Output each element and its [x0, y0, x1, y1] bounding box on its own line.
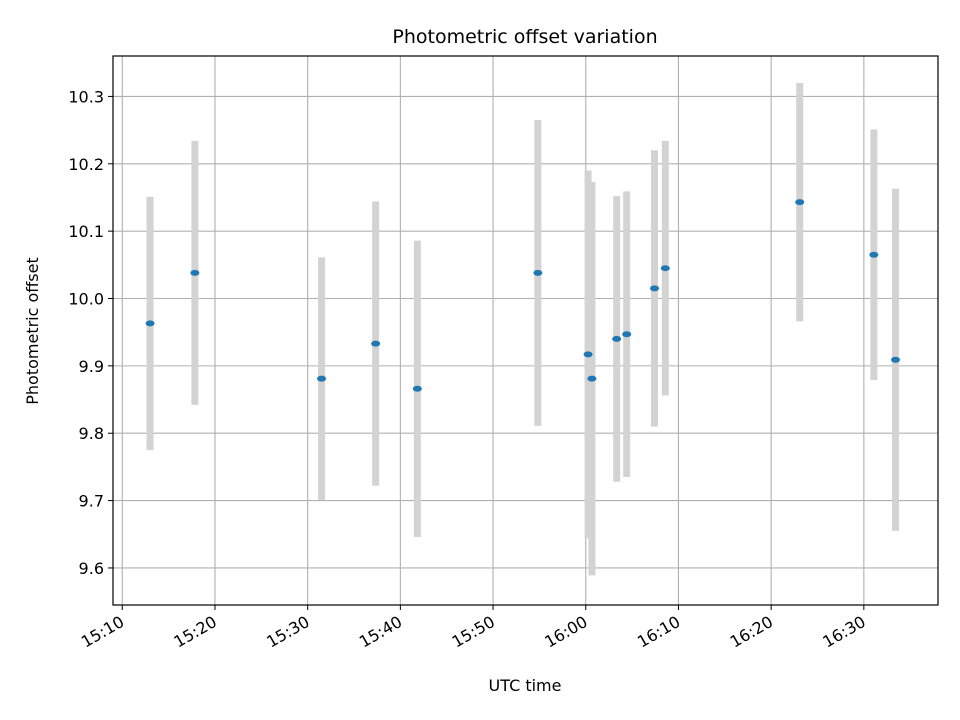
y-tick-label: 9.8	[79, 424, 104, 443]
y-axis-label: Photometric offset	[23, 257, 42, 405]
y-tick-label: 9.7	[79, 492, 104, 511]
data-point	[612, 335, 622, 342]
y-tick-label: 10.2	[68, 155, 104, 174]
data-point	[650, 285, 660, 292]
data-point	[622, 331, 632, 338]
y-tick-label: 9.9	[79, 357, 104, 376]
data-point	[371, 340, 381, 347]
data-point	[533, 269, 543, 276]
data-point	[869, 251, 879, 258]
data-point	[145, 320, 155, 327]
y-tick-label: 9.6	[79, 559, 104, 578]
plot-area-frame	[112, 55, 939, 606]
data-point	[317, 375, 327, 382]
chart-title: Photometric offset variation	[392, 26, 657, 48]
y-axis-ticks: 9.6 9.7 9.8 9.9 10.0 10.1 10.2 10.3	[68, 87, 113, 578]
y-tick-label: 10.1	[68, 222, 104, 241]
data-point	[412, 385, 422, 392]
data-point	[891, 356, 901, 363]
y-tick-label: 10.0	[68, 290, 104, 309]
data-points	[145, 199, 901, 392]
data-point	[660, 265, 670, 272]
data-point	[795, 199, 805, 206]
data-point	[583, 351, 593, 358]
data-point	[190, 269, 200, 276]
y-tick-label: 10.3	[68, 87, 104, 106]
data-point	[587, 375, 597, 382]
x-axis-label: UTC time	[489, 676, 562, 695]
